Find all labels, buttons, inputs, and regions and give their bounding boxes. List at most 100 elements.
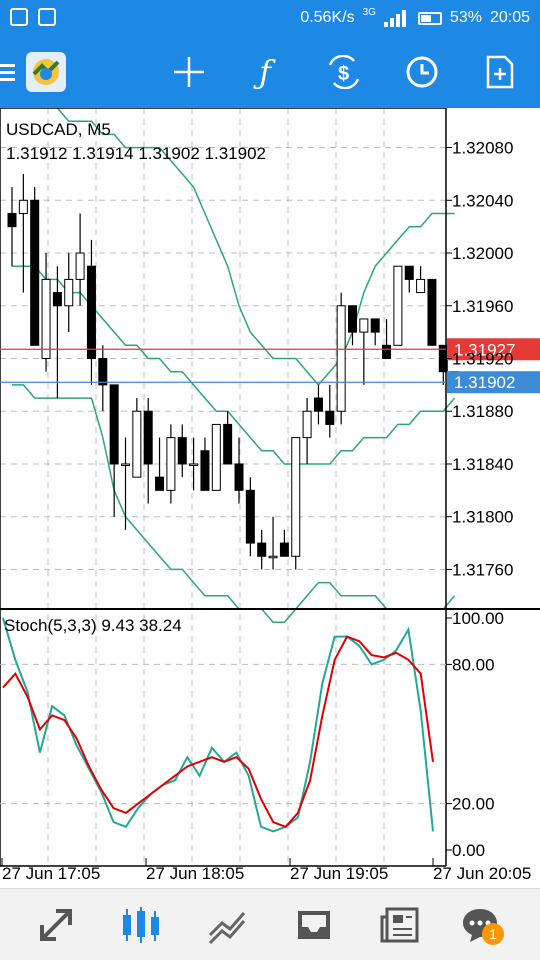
- bollinger-bands: [11, 54, 456, 623]
- candle: [279, 529, 289, 557]
- battery-icon: [417, 11, 442, 25]
- ask-price-tag: [447, 338, 540, 361]
- candle: [382, 318, 392, 360]
- candle: [166, 424, 176, 504]
- candle: [132, 398, 142, 478]
- candle: [325, 384, 335, 438]
- chart-area[interactable]: 1.31927 1.31902 1.32080 1.32040 1.32000 1.31…: [0, 54, 540, 888]
- stochastic-axis: 100.00 80.00 20.00 0.00: [446, 609, 504, 860]
- time-tick-label: 27 Jun 18:05: [146, 864, 244, 883]
- stoch-main-line: [2, 617, 434, 833]
- candle: [291, 437, 301, 570]
- price-tick-label: 1.31840: [452, 455, 513, 474]
- stochastic-label: Stoch(5,3,3) 9.43 38.24: [4, 616, 182, 635]
- top-toolbar: ƒ $: [0, 36, 540, 108]
- notification-app-icon: [10, 8, 28, 26]
- candle: [348, 305, 357, 346]
- crosshair-icon[interactable]: [165, 48, 213, 96]
- battery-percent: 53%: [449, 9, 482, 26]
- signal-icon: 3G: [362, 6, 376, 18]
- price-tick-label: 1.31880: [452, 402, 513, 421]
- candle: [177, 424, 187, 478]
- clock-icon[interactable]: [398, 48, 446, 96]
- clock-time: 20:05: [489, 9, 530, 26]
- price-axis: 1.32080 1.32040 1.32000 1.31960 1.31920 1.318…: [446, 139, 513, 579]
- candle: [257, 529, 267, 570]
- candle: [41, 253, 51, 372]
- price-tick-label: 1.32000: [452, 244, 513, 263]
- history-tab-icon[interactable]: [288, 899, 340, 951]
- status-bar: 0.56K/s 3G 53% 20:05: [0, 0, 540, 36]
- price-tick-label: 1.32080: [452, 139, 513, 158]
- candlesticks: [7, 173, 460, 570]
- bid-price-tag: [447, 371, 540, 394]
- bid-price-label: 1.31902: [454, 373, 515, 392]
- signal-bars-icon: [383, 10, 406, 27]
- band-middle-line: [12, 265, 456, 465]
- price-tick-label: 1.32040: [452, 191, 513, 210]
- gallery-notification-icon: [38, 8, 56, 26]
- messages-tab-icon[interactable]: 1: [454, 899, 506, 951]
- candle: [245, 477, 255, 557]
- symbol-label: USDCAD, M5: [6, 120, 111, 139]
- band-upper-line: [11, 54, 455, 387]
- candle: [52, 266, 62, 399]
- stoch-tick-label: 20.00: [452, 795, 495, 814]
- time-axis: 27 Jun 17:05 27 Jun 18:05 27 Jun 19:05 27 J…: [1, 858, 531, 883]
- candle: [336, 292, 346, 425]
- stochastic-pane: [0, 617, 446, 833]
- candle: [359, 318, 369, 385]
- network-speed: 0.56K/s: [300, 9, 355, 26]
- time-tick-label: 27 Jun 19:05: [290, 864, 388, 883]
- candle: [302, 398, 312, 464]
- candle: [223, 411, 233, 465]
- candle: [121, 437, 130, 530]
- candle: [30, 187, 40, 346]
- candle: [393, 265, 403, 346]
- svg-text:$: $: [338, 63, 349, 85]
- mt-logo-icon[interactable]: [22, 48, 70, 96]
- candle: [211, 423, 221, 491]
- symbol-swap-icon[interactable]: $: [320, 48, 368, 96]
- candle: [427, 278, 437, 346]
- price-tick-label: 1.31960: [452, 297, 513, 316]
- time-tick-label: 27 Jun 20:05: [433, 864, 531, 883]
- function-icon[interactable]: ƒ: [259, 53, 271, 91]
- candle: [404, 265, 414, 293]
- candle: [189, 437, 199, 491]
- unread-badge: 1: [482, 923, 504, 945]
- stoch-tick-label: 80.00: [452, 655, 495, 674]
- stoch-tick-label: 0.00: [452, 841, 485, 860]
- candle: [268, 516, 278, 570]
- quotes-tab-icon[interactable]: [30, 899, 82, 951]
- chart-tab-icon[interactable]: [115, 899, 167, 951]
- band-lower-line: [12, 384, 456, 623]
- candle: [155, 437, 165, 491]
- new-order-icon[interactable]: [476, 48, 524, 96]
- candle: [370, 318, 380, 346]
- candle: [234, 437, 244, 504]
- price-tick-label: 1.31800: [452, 508, 513, 527]
- candle: [75, 213, 85, 306]
- candle: [64, 253, 74, 333]
- candle: [7, 187, 17, 267]
- chart-grid: [0, 108, 446, 866]
- candle: [143, 398, 153, 504]
- ohlc-label: 1.31912 1.31914 1.31902 1.31902: [6, 144, 266, 163]
- candle: [98, 345, 108, 412]
- bottom-navigation: 1: [0, 888, 540, 960]
- candle: [18, 173, 28, 293]
- time-tick-label: 27 Jun 17:05: [2, 864, 100, 883]
- candle: [416, 266, 426, 294]
- news-tab-icon[interactable]: [374, 899, 426, 951]
- price-tick-label: 1.31760: [452, 560, 513, 579]
- price-tick-label: 1.31920: [452, 350, 513, 369]
- candle: [313, 384, 323, 425]
- candle: [86, 239, 96, 385]
- ask-price-label: 1.31927: [454, 340, 515, 359]
- trade-tab-icon[interactable]: [202, 899, 254, 951]
- menu-icon[interactable]: [0, 48, 26, 96]
- candle: [109, 384, 119, 517]
- stoch-signal-line: [2, 635, 434, 828]
- candle: [200, 437, 210, 491]
